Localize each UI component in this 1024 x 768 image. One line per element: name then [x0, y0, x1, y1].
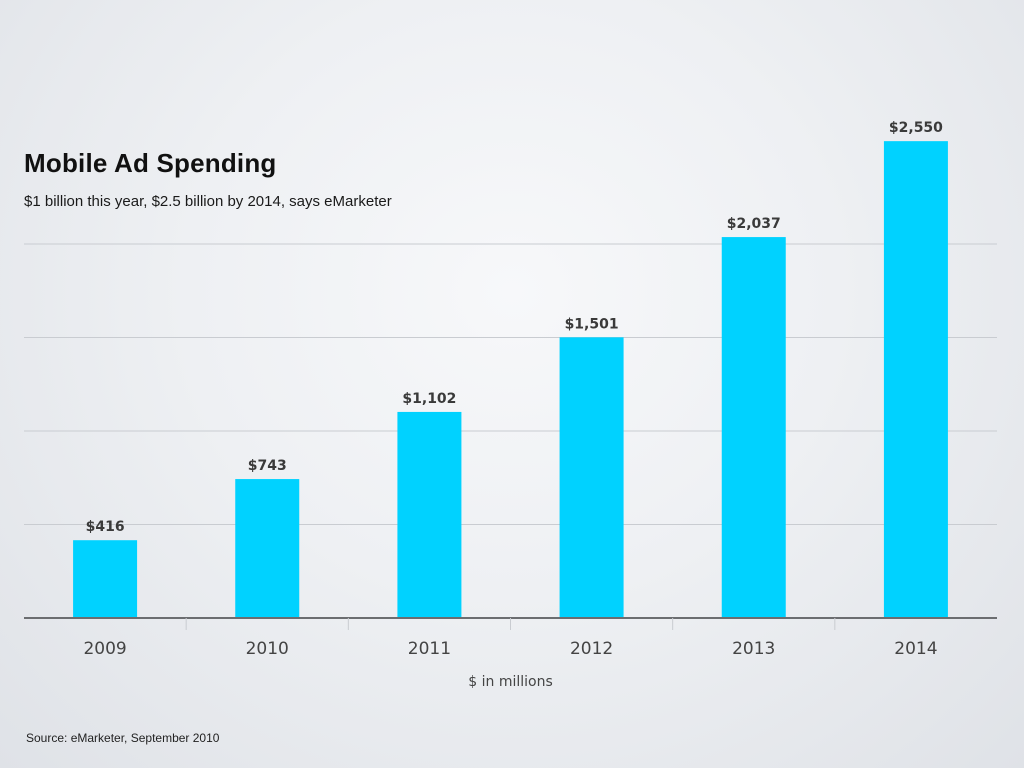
x-axis-title: $ in millions	[468, 674, 553, 690]
value-label-2014: $2,550	[889, 120, 943, 136]
chart-subtitle: $1 billion this year, $2.5 billion by 20…	[24, 193, 392, 210]
bar-2011	[397, 411, 462, 618]
bar-2012	[559, 337, 624, 618]
value-label-2011: $1,102	[402, 391, 456, 407]
source-note: Source: eMarketer, September 2010	[26, 731, 220, 745]
x-tick-label-2012: 2012	[570, 639, 613, 659]
bar-2010	[235, 479, 300, 618]
chart-title: Mobile Ad Spending	[24, 148, 277, 178]
x-tick-label-2014: 2014	[894, 639, 937, 659]
x-tick-label-2010: 2010	[246, 639, 289, 659]
x-tick-label-2011: 2011	[408, 639, 451, 659]
value-label-2013: $2,037	[727, 216, 781, 232]
value-label-2009: $416	[86, 519, 125, 535]
bar-2014	[883, 141, 948, 618]
x-tick-label-2009: 2009	[83, 639, 126, 659]
bar-2009	[73, 540, 138, 618]
value-label-2010: $743	[248, 458, 287, 474]
value-label-2012: $1,501	[565, 316, 619, 332]
x-tick-label-2013: 2013	[732, 639, 775, 659]
bar-2013	[721, 237, 786, 618]
